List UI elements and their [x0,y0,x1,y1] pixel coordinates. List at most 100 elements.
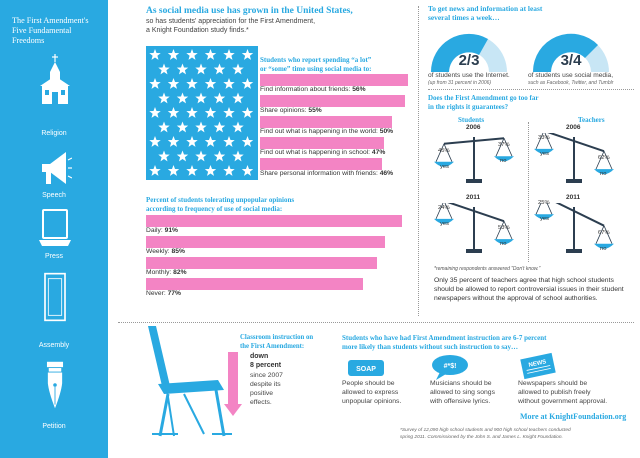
star-icon [186,165,198,176]
scale-yes-label: yes [540,216,550,223]
instruction-item-2-line2: allowed to sing songs [430,388,495,396]
internet-gauge-icon [430,33,507,72]
speech-bubble-icon: #*$! [432,355,468,380]
soap-icon-text: SOAP [356,366,376,373]
classroom-word1: down [250,353,269,360]
scale-yes-value: 45% [438,147,450,154]
star-icon [176,150,189,162]
instruction-item-2-line3: with offensive lyrics. [430,397,491,405]
tolerance-value: 85% [171,248,185,255]
star-icon [213,150,226,162]
star-icon [195,63,207,75]
social-media-heading-line2: or “some” time using social media to: [260,65,372,73]
church-icon [40,54,70,104]
star-icon [232,92,244,104]
tolerance-value: 77% [167,290,181,297]
stars-flag [146,46,258,180]
tolerance-label: Daily: 91% [146,227,178,234]
teachers-note: Only 35 percent of teachers agree that h… [434,277,624,303]
star-icon [195,92,207,104]
social-media-label-text: Find out what is happening in the world: [260,128,378,135]
column-divider [418,6,419,316]
tolerance-heading-line2: according to frequency of use of social … [146,205,283,213]
instruction-item-3: Newspapers should be allowed to publish … [518,380,607,406]
star-icon [176,121,189,133]
star-icon [213,121,226,133]
tolerance-label-text: Daily: [146,227,163,234]
social-media-label-text: Find out what is happening in school: [260,149,371,156]
scale-yes-value: 33% [538,134,550,141]
social-gauge-icon [532,33,609,72]
intro-subline-2: a Knight Foundation study finds.* [146,27,249,34]
instruction-item-2-line1: Musicians should be [430,380,492,387]
star-icon [204,165,217,176]
sidebar-item-petition: Petition [42,423,66,430]
scale-yes-label: yes [440,220,450,227]
star-icon [223,49,235,60]
star-icon [204,49,217,60]
social-media-label-text: Share opinions: [260,107,307,114]
star-icon [204,78,217,89]
social-text: of students use social media, [528,72,614,79]
star-icon [232,63,244,75]
star-icon [149,165,161,176]
star-icon [158,121,170,133]
tolerance-bar [146,236,385,248]
down-arrow-icon [224,404,242,416]
social-media-label-text: Find information about friends: [260,86,351,93]
internet-note: (up from 31 percent in 2006) [428,80,492,86]
scale-no-value: 53% [498,225,510,232]
social-media-label: Find out what is happening in the world:… [260,128,393,135]
balance-scale-icon [434,203,514,253]
social-media-label: Share opinions: 55% [260,107,322,114]
instruction-item-1: People should be allowed to express unpo… [342,380,401,406]
tolerance-label-text: Monthly: [146,269,172,276]
social-media-value: 56% [352,86,366,93]
internet-text: of students use the Internet. [428,72,510,79]
scale-no-value: 67% [598,229,610,236]
scale-year: 2006 [566,124,581,131]
star-icon [149,107,161,118]
scale-year: 2006 [466,124,481,131]
star-icon [186,49,198,60]
star-icon [241,78,254,89]
star-icon [167,49,180,60]
star-icon [195,150,207,162]
classroom-heading: Classroom instruction on the First Amend… [240,334,313,351]
internet-fraction: 2/3 [458,52,480,69]
instruction-heading-line1: Students who have had First Amendment in… [342,334,547,342]
soap-icon: SOAP [348,360,384,376]
more-link[interactable]: More at KnightFoundation.org [520,412,627,421]
social-media-label-text: Share personal information with friends: [260,170,378,177]
tolerance-label: Monthly: 82% [146,269,187,276]
scale-yes-value: 25% [538,200,550,207]
social-media-value: 46% [379,170,394,177]
instruction-heading: Students who have had First Amendment in… [342,334,547,352]
sidebar-item-assembly: Assembly [38,342,70,349]
tolerance-bar [146,278,363,290]
star-icon [204,107,217,118]
social-fraction: 3/4 [560,52,582,69]
classroom-rest: since 2007 despite its positive effects. [250,372,283,406]
star-icon [186,136,198,147]
social-media-label: Find out what is happening in school: 47… [260,149,385,156]
bottom-divider [118,322,634,323]
scales-divider [528,122,529,262]
speech-bubble-icon-text: #*$! [444,363,457,370]
newspaper-icon-text: NEWS [528,359,547,369]
social-media-label: Find information about friends: 56% [260,86,366,93]
scale-yes-label: yes [440,163,450,170]
intro-subline: so has students' appreciation for the Fi… [146,18,316,25]
star-icon [149,49,161,60]
star-icon [167,78,180,89]
instruction-item-3-line3: without government approval. [518,397,608,405]
social-media-bar [260,158,382,170]
star-icon [158,63,170,75]
star-icon [223,165,235,176]
star-icon [176,92,189,104]
classroom-arrow [228,352,238,408]
footnote-line1: *Survey of 12,090 high school students a… [400,428,571,433]
star-icon [158,150,170,162]
instruction-item-1-line1: People should be [342,380,395,387]
tolerance-heading-line1: Percent of students tolerating unpopular… [146,196,295,204]
